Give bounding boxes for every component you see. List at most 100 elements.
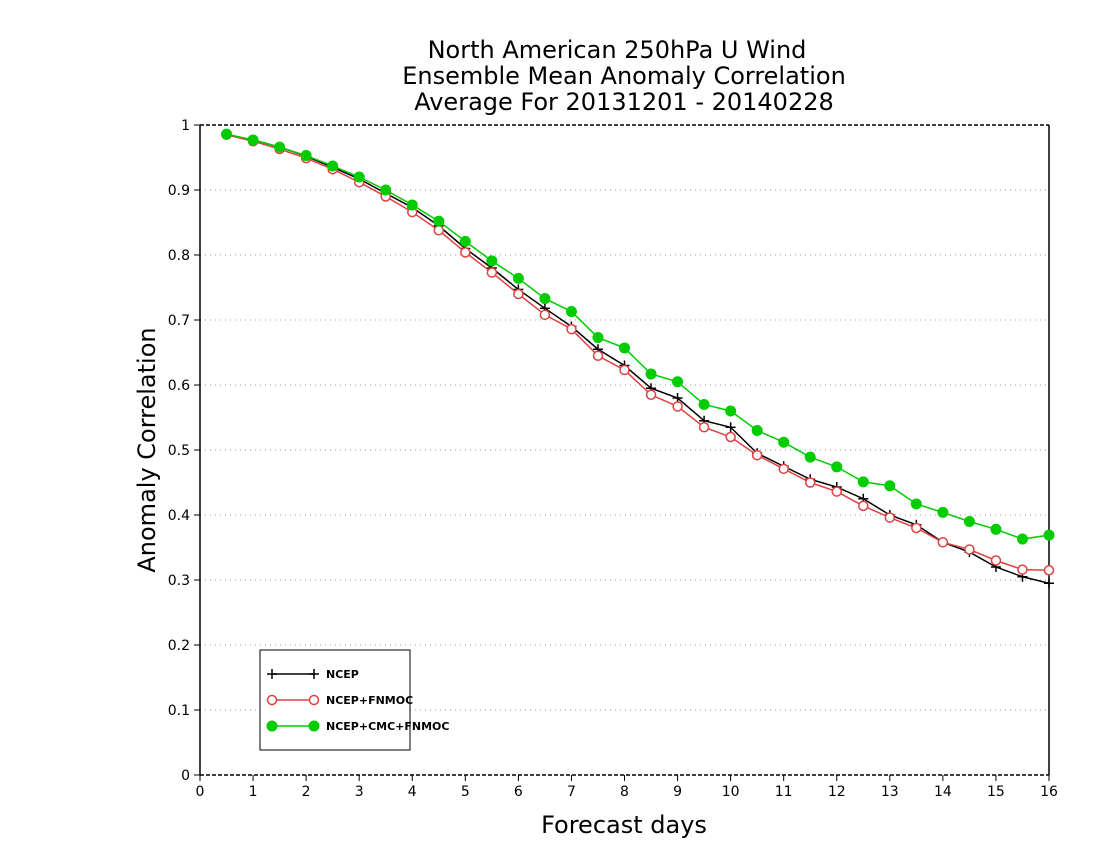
x-tick-label: 14 (934, 784, 952, 800)
y-tick-label: 0 (181, 768, 190, 784)
data-point-ncep-cmc-fnmoc (406, 199, 418, 211)
data-point-ncep-fnmoc (433, 225, 445, 236)
data-point-ncep-cmc-fnmoc (990, 523, 1002, 535)
data-point-ncep-cmc-fnmoc (963, 516, 975, 527)
data-point-ncep-fnmoc (964, 544, 975, 555)
data-point-ncep-cmc-fnmoc (698, 399, 710, 410)
chart-title: North American 250hPa U Wind Ensemble Me… (402, 36, 846, 116)
y-tick-label: 1 (181, 118, 190, 134)
x-axis-ticks: 0 1 2 3 4 5 6 7 8 9 10 11 12 13 14 15 16 (196, 775, 1058, 800)
data-point-ncep (1044, 578, 1054, 589)
y-tick-label: 0.8 (168, 248, 190, 264)
data-point-ncep-cmc-fnmoc (884, 480, 896, 492)
x-tick-label: 12 (828, 784, 846, 800)
legend-marker (309, 669, 319, 679)
data-point-ncep-fnmoc (592, 350, 604, 361)
data-point-ncep-fnmoc (698, 422, 710, 433)
x-tick-label: 4 (408, 784, 417, 800)
legend-marker (308, 720, 320, 732)
chart-title-line-3: Average For 20131201 - 20140228 (414, 88, 834, 116)
data-point-ncep-fnmoc (1017, 564, 1028, 575)
data-point-ncep-cmc-fnmoc (592, 332, 604, 344)
data-point-ncep-cmc-fnmoc (672, 376, 684, 388)
y-tick-label: 0.3 (168, 573, 190, 589)
data-point-ncep-fnmoc (858, 500, 869, 512)
data-point-ncep-cmc-fnmoc (327, 160, 339, 172)
data-point-ncep-fnmoc (672, 401, 683, 412)
data-point-ncep-fnmoc (619, 364, 630, 376)
x-tick-label: 1 (249, 784, 258, 800)
y-tick-label: 0.1 (168, 703, 190, 719)
data-point-ncep-cmc-fnmoc (459, 235, 471, 247)
grid (200, 189, 1049, 711)
legend-marker (266, 720, 278, 732)
x-tick-label: 0 (196, 784, 205, 800)
legend: NCEP NCEP+FNMOC NCEP+CMC+FNMOC (259, 649, 449, 751)
data-point-ncep-fnmoc (539, 309, 551, 321)
data-point-ncep-cmc-fnmoc (751, 425, 763, 436)
legend-item-ncep-fnmoc: NCEP+FNMOC (266, 694, 413, 707)
data-point-ncep-cmc-fnmoc (274, 141, 286, 153)
data-point-ncep-cmc-fnmoc (539, 293, 551, 305)
x-tick-label: 13 (881, 784, 899, 800)
y-axis-ticks: 0 0.1 0.2 0.3 0.4 0.5 0.6 0.7 0.8 0.9 1 (168, 118, 200, 784)
y-axis-title: Anomaly Correlation (133, 327, 161, 572)
chart-title-line-2: Ensemble Mean Anomaly Correlation (402, 62, 846, 90)
legend-label: NCEP+FNMOC (326, 694, 413, 707)
x-tick-label: 2 (302, 784, 311, 800)
data-point-ncep-cmc-fnmoc (645, 368, 657, 380)
data-point-ncep-cmc-fnmoc (221, 128, 233, 140)
series-line-ncep-fnmoc (226, 134, 1050, 571)
data-point-ncep-fnmoc (911, 522, 922, 534)
data-point-ncep-cmc-fnmoc (300, 150, 312, 162)
data-point-ncep-cmc-fnmoc (486, 255, 498, 267)
data-point-ncep-cmc-fnmoc (380, 184, 392, 196)
data-point-ncep (725, 422, 736, 433)
series (221, 128, 1055, 589)
data-point-ncep-cmc-fnmoc (619, 342, 630, 354)
data-point-ncep-cmc-fnmoc (247, 134, 259, 146)
x-tick-label: 9 (673, 784, 682, 800)
data-point-ncep-cmc-fnmoc (353, 171, 365, 183)
y-tick-label: 0.5 (168, 443, 190, 459)
x-tick-label: 7 (567, 784, 576, 800)
data-point-ncep-fnmoc (566, 323, 577, 335)
data-point-ncep-cmc-fnmoc (778, 436, 790, 448)
legend-label: NCEP+CMC+FNMOC (326, 720, 449, 733)
chart-title-line-1: North American 250hPa U Wind (428, 36, 807, 64)
x-tick-label: 6 (514, 784, 523, 800)
data-point-ncep-cmc-fnmoc (857, 476, 869, 488)
data-point-ncep-fnmoc (460, 247, 471, 258)
data-point-ncep-cmc-fnmoc (910, 498, 922, 510)
data-point-ncep-fnmoc (804, 477, 816, 488)
legend-label: NCEP (326, 668, 359, 681)
x-axis-title: Forecast days (541, 811, 707, 839)
data-point-ncep-fnmoc (831, 486, 842, 497)
data-point-ncep-cmc-fnmoc (433, 215, 445, 227)
legend-marker (267, 669, 277, 679)
data-point-ncep-fnmoc (725, 431, 736, 443)
series-ncep (221, 129, 1054, 589)
data-point-ncep-fnmoc (513, 288, 524, 300)
data-point-ncep-fnmoc (486, 267, 498, 278)
data-point-ncep-cmc-fnmoc (937, 506, 949, 518)
y-tick-label: 0.4 (168, 508, 190, 524)
x-tick-label: 10 (722, 784, 740, 800)
series-line-ncep-cmc-fnmoc (226, 133, 1050, 540)
x-tick-label: 16 (1040, 784, 1058, 800)
data-point-ncep-cmc-fnmoc (565, 306, 577, 318)
data-point-ncep-cmc-fnmoc (1043, 529, 1055, 541)
legend-marker (266, 694, 278, 706)
x-tick-label: 8 (620, 784, 629, 800)
data-point-ncep-cmc-fnmoc (1016, 533, 1028, 545)
legend-item-ncep: NCEP (267, 668, 359, 681)
data-point-ncep-cmc-fnmoc (512, 272, 524, 284)
data-point-ncep-fnmoc (1043, 565, 1055, 576)
legend-item-ncep-cmc-fnmoc: NCEP+CMC+FNMOC (266, 720, 449, 733)
data-point-ncep-fnmoc (645, 389, 657, 400)
y-tick-label: 0.6 (168, 378, 190, 394)
data-point-ncep-cmc-fnmoc (831, 461, 843, 473)
data-point-ncep-fnmoc (778, 463, 789, 475)
